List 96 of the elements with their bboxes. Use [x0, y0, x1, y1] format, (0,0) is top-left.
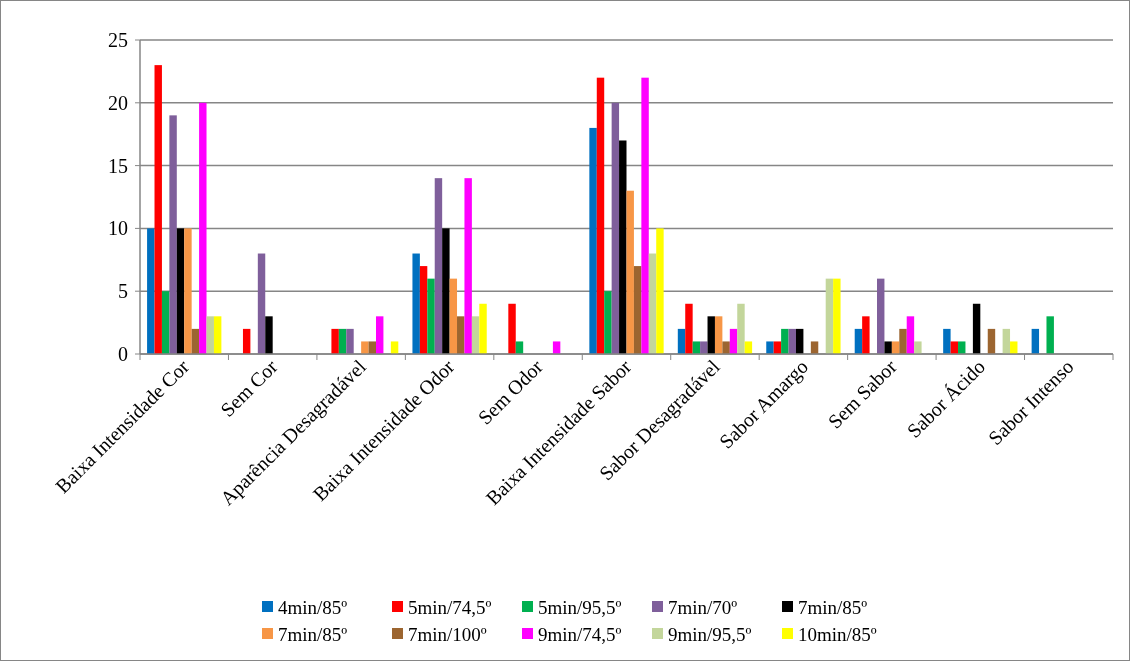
- bar: [795, 328, 804, 354]
- bar: [810, 341, 819, 354]
- bar: [788, 328, 796, 354]
- bar: [419, 266, 428, 354]
- bar: [206, 316, 214, 354]
- legend-label: 5min/95,5º: [538, 596, 622, 618]
- bar: [169, 115, 177, 354]
- bar: [265, 316, 273, 354]
- bar: [1031, 328, 1040, 354]
- bar: [338, 328, 347, 354]
- legend-label: 7min/85º: [278, 623, 348, 645]
- bar: [958, 341, 966, 354]
- bar: [242, 328, 251, 354]
- bar: [914, 341, 922, 354]
- bar: [656, 228, 664, 354]
- bar: [471, 316, 480, 354]
- bar: [176, 228, 185, 354]
- y-tick-label: 25: [108, 29, 128, 51]
- bar: [464, 178, 472, 354]
- bar: [862, 316, 870, 354]
- x-tick-label: Sem Odor: [473, 355, 548, 429]
- bar: [891, 341, 900, 354]
- bar: [943, 328, 951, 354]
- legend-label: 7min/85º: [798, 596, 868, 618]
- bar: [781, 328, 789, 354]
- bar: [729, 328, 738, 354]
- bar: [508, 303, 516, 354]
- bar: [1046, 316, 1054, 354]
- x-tick-label: Sem Cor: [216, 355, 282, 421]
- bar: [714, 316, 723, 354]
- y-tick-label: 5: [118, 280, 128, 303]
- bar: [331, 328, 339, 354]
- bar: [1002, 328, 1011, 354]
- bar: [257, 253, 266, 354]
- bar: [899, 328, 907, 354]
- bar: [161, 291, 170, 354]
- bar: [479, 303, 487, 354]
- y-tick-label: 15: [108, 154, 128, 177]
- bar: [361, 341, 369, 354]
- bar: [737, 303, 745, 354]
- bar: [906, 316, 915, 354]
- bar: [972, 303, 981, 354]
- bar: [626, 190, 634, 354]
- bar: [692, 341, 701, 354]
- bar: [191, 328, 200, 354]
- bar: [434, 178, 443, 354]
- bar: [376, 316, 384, 354]
- bar: [368, 341, 376, 354]
- bar: [147, 228, 155, 354]
- bar: [346, 328, 354, 354]
- bar: [449, 278, 458, 354]
- bar: [722, 341, 730, 354]
- y-tick-label: 20: [108, 91, 128, 114]
- bar: [633, 266, 642, 354]
- bar: [685, 303, 693, 354]
- bar: [744, 341, 753, 354]
- bar: [457, 316, 465, 354]
- legend-label: 7min/70º: [668, 596, 738, 618]
- legend-label: 5min/74,5º: [408, 596, 492, 618]
- bar: [833, 278, 841, 354]
- y-tick-label: 10: [108, 217, 128, 240]
- bar: [515, 341, 524, 354]
- bar: [641, 77, 649, 354]
- bar: [648, 253, 657, 354]
- legend-label: 7min/100º: [408, 623, 487, 645]
- bar: [390, 341, 399, 354]
- bar: [825, 278, 834, 354]
- bar: [184, 228, 192, 354]
- legend-label: 10min/85º: [798, 623, 877, 645]
- bar: [950, 341, 959, 354]
- bar: [677, 328, 686, 354]
- bar: [213, 316, 222, 354]
- bar: [596, 77, 605, 354]
- bar: [199, 102, 207, 354]
- bar: [589, 127, 597, 354]
- legend-label: 9min/74,5º: [538, 623, 622, 645]
- bar: [619, 140, 627, 354]
- bar: [1010, 341, 1018, 354]
- bar: [442, 228, 450, 354]
- bar: [773, 341, 782, 354]
- bar: [987, 328, 996, 354]
- bar: [766, 341, 774, 354]
- bar: [412, 253, 420, 354]
- bar: [552, 341, 561, 354]
- legend-label: 9min/95,5º: [668, 623, 752, 645]
- bar: [604, 291, 612, 354]
- bar: [154, 65, 162, 354]
- y-tick-label: 0: [118, 343, 128, 365]
- bar: [877, 278, 885, 354]
- bar: [854, 328, 863, 354]
- legend-label: 4min/85º: [278, 596, 348, 618]
- bar: [884, 341, 892, 354]
- bar: [707, 316, 715, 354]
- bar: [427, 278, 435, 354]
- bar: [611, 102, 620, 354]
- bar: [700, 341, 708, 354]
